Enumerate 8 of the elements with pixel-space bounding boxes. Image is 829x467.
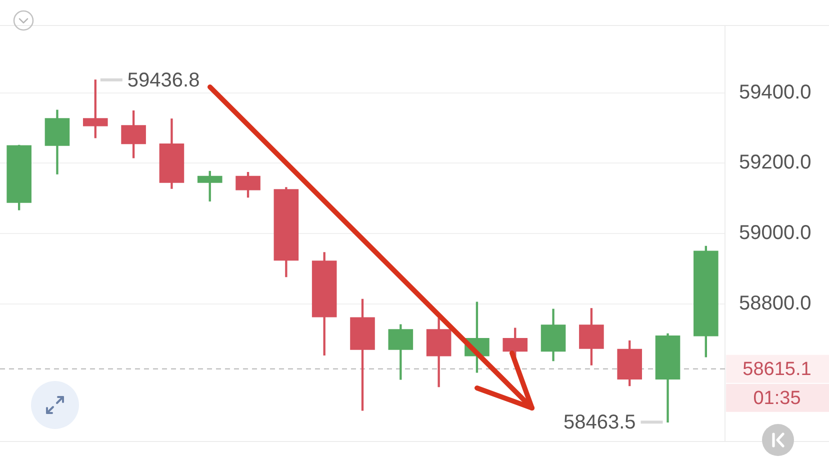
y-tick-label: 59400.0 <box>739 81 812 104</box>
y-tick-label: 58800.0 <box>739 292 812 314</box>
y-tick-label: 59200.0 <box>739 152 812 174</box>
text: 01:35 <box>753 388 801 410</box>
annotation: 58463.5 <box>563 412 636 434</box>
ref-line-label: 58615.1 <box>742 359 812 380</box>
y-tick-label: 59000.0 <box>739 222 812 244</box>
annotation: 59436.8 <box>127 69 200 92</box>
